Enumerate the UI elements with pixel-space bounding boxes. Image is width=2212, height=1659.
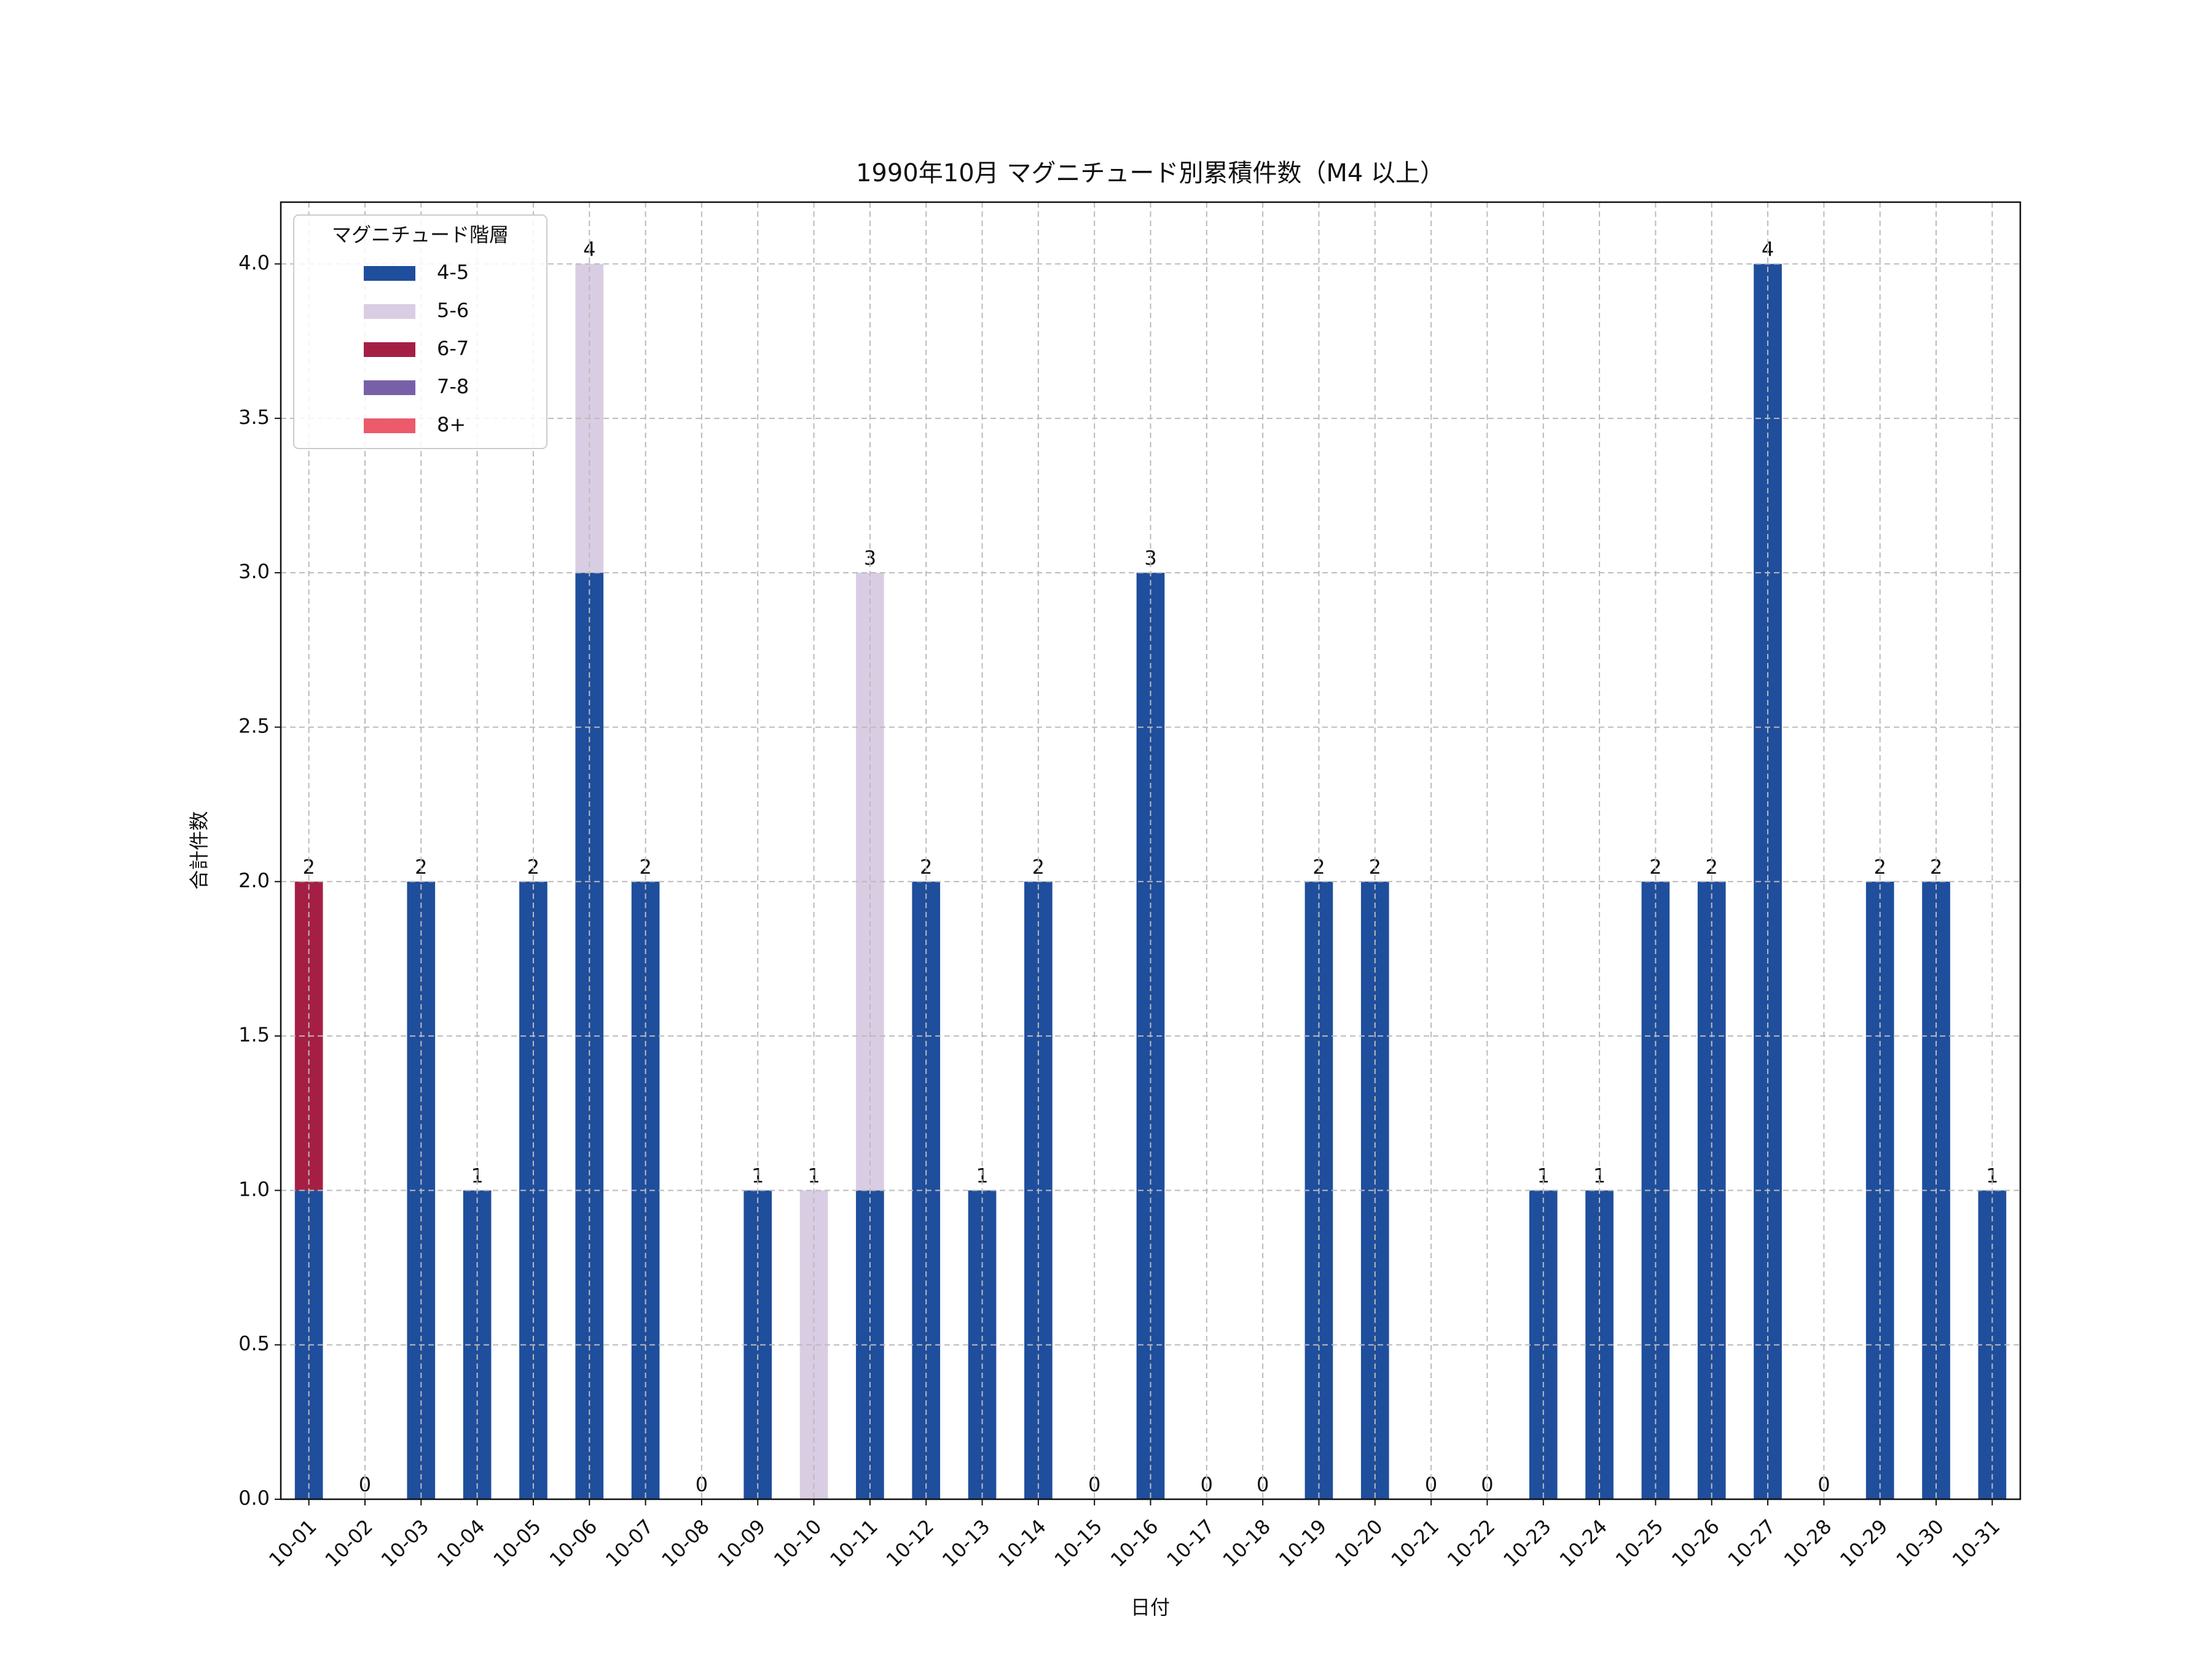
total-label: 3 [864, 546, 876, 570]
total-label: 1 [471, 1164, 483, 1187]
x-tick-label: 10-11 [825, 1515, 882, 1572]
total-label: 1 [751, 1164, 764, 1187]
x-tick-label: 10-14 [994, 1515, 1051, 1572]
legend-swatch [364, 342, 415, 357]
legend-label: 7-8 [437, 375, 469, 398]
x-tick-label: 10-04 [433, 1515, 490, 1572]
legend-swatch [364, 380, 415, 395]
x-tick-label: 10-26 [1667, 1515, 1724, 1572]
x-tick-label: 10-06 [545, 1515, 602, 1572]
y-tick-label: 2.5 [238, 714, 270, 737]
x-tick-label: 10-19 [1274, 1515, 1332, 1572]
x-tick-label: 10-28 [1779, 1515, 1837, 1572]
x-tick-label: 10-16 [1106, 1515, 1163, 1572]
legend-swatch [364, 266, 415, 281]
y-tick-label: 1.5 [238, 1023, 270, 1046]
x-tick-label: 10-15 [1050, 1515, 1107, 1572]
x-tick-label: 10-08 [657, 1515, 714, 1572]
x-tick-label: 10-01 [264, 1515, 321, 1572]
total-label: 1 [807, 1164, 820, 1187]
y-tick-label: 1.0 [238, 1177, 270, 1201]
legend-label: 5-6 [437, 299, 469, 322]
x-tick-label: 10-27 [1723, 1515, 1780, 1572]
y-tick-label: 3.0 [238, 560, 270, 583]
legend-label: 8+ [437, 413, 466, 436]
y-tick-label: 0.0 [238, 1486, 270, 1510]
legend-swatch [364, 418, 415, 433]
x-tick-label: 10-07 [601, 1515, 658, 1572]
y-tick-label: 0.5 [238, 1332, 270, 1355]
y-tick-label: 4.0 [238, 251, 270, 275]
x-tick-label: 10-03 [377, 1515, 434, 1572]
x-tick-label: 10-09 [713, 1515, 771, 1572]
x-tick-label: 10-02 [320, 1515, 377, 1572]
x-tick-label: 10-21 [1387, 1515, 1444, 1572]
x-tick-label: 10-29 [1835, 1515, 1892, 1572]
total-label: 1 [1986, 1164, 1998, 1187]
total-label: 3 [1144, 546, 1156, 570]
x-tick-label: 10-30 [1891, 1515, 1948, 1572]
x-tick-label: 10-22 [1443, 1515, 1500, 1572]
x-tick-label: 10-24 [1555, 1515, 1612, 1572]
x-tick-label: 10-17 [1162, 1515, 1219, 1572]
x-tick-label: 10-18 [1218, 1515, 1276, 1572]
x-tick-label: 10-12 [882, 1515, 939, 1572]
legend-label: 4-5 [437, 261, 469, 284]
x-tick-label: 10-25 [1611, 1515, 1668, 1572]
y-axis-label: 合計件数 [187, 811, 211, 890]
total-label: 1 [1593, 1164, 1606, 1187]
y-tick-label: 2.0 [238, 869, 270, 892]
legend-box [293, 214, 547, 449]
legend-label: 6-7 [437, 337, 469, 360]
legend-swatch [364, 304, 415, 319]
total-label: 1 [1537, 1164, 1550, 1187]
x-tick-label: 10-10 [769, 1515, 826, 1572]
x-tick-label: 10-23 [1499, 1515, 1556, 1572]
x-tick-label: 10-13 [938, 1515, 995, 1572]
x-axis-label: 日付 [1131, 1596, 1170, 1619]
legend-title: マグニチュード階層 [332, 223, 509, 246]
chart-title: 1990年10月 マグニチュード別累積件数（M4 以上） [856, 159, 1445, 187]
x-tick-label: 10-20 [1330, 1515, 1387, 1572]
total-label: 1 [976, 1164, 988, 1187]
x-tick-label: 10-05 [488, 1515, 546, 1572]
x-tick-label: 10-31 [1948, 1515, 2005, 1572]
y-tick-label: 3.5 [238, 406, 270, 429]
legend: マグニチュード階層 4-5 5-6 6-7 7-8 8+ [293, 214, 547, 449]
plot-frame [280, 201, 2022, 1500]
